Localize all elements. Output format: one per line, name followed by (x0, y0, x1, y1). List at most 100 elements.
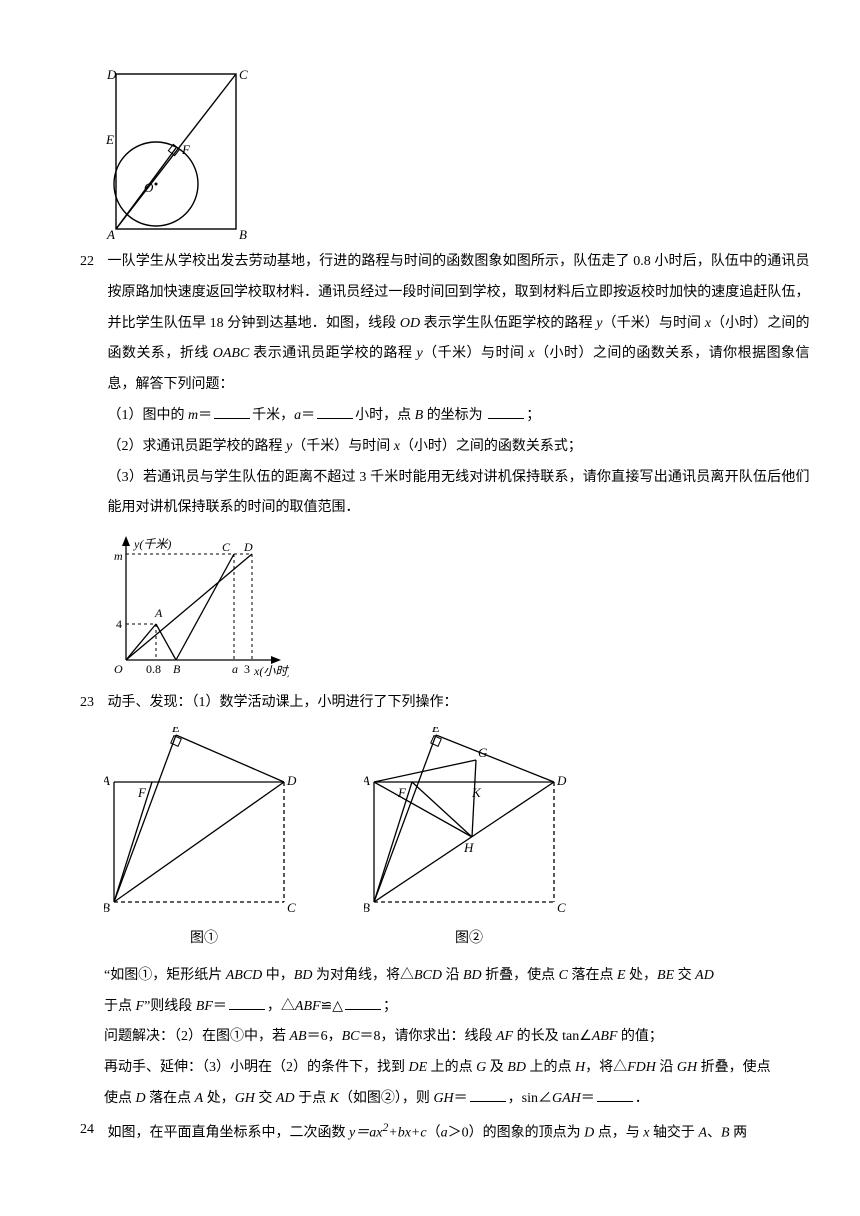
q23-figa-wrap: A B C D E F 图① (104, 727, 304, 955)
q23-GH3: GH (433, 1091, 453, 1106)
q24-cond: （a＞0） (427, 1125, 483, 1140)
q23-BD3: BD (507, 1060, 526, 1075)
q23-t3e: ，将△ (585, 1060, 627, 1075)
q24-t4: 轴交于 (649, 1125, 698, 1140)
q22-p1b: ＝ (198, 408, 212, 423)
q24-t1: 如图，在平面直角坐标系中，二次函数 (108, 1125, 350, 1140)
q23-figa-label: 图① (104, 924, 304, 955)
blank-4 (229, 992, 265, 1010)
fb-F: F (397, 785, 407, 800)
fa-A: A (104, 773, 110, 788)
q23-BD1: BD (294, 968, 313, 983)
q23-AF: AF (496, 1029, 513, 1044)
q22-p1e: 小时，点 (355, 408, 415, 423)
q23-t3g: 折叠，使点 (697, 1060, 771, 1075)
q23-FDH: FDH (627, 1060, 656, 1075)
q23-t1a: “如图①，矩形纸片 (104, 968, 226, 983)
q22-graph-container: y(千米) m 4 O 0.8 B A C D a 3 x(小时) (80, 532, 810, 682)
q23-figb-svg: A B C D E F G H K (364, 727, 574, 922)
q23-t1i: 于点 (104, 999, 136, 1014)
q22-p1d: ＝ (301, 408, 315, 423)
q24-eqn2: +bx+c (388, 1125, 426, 1140)
q23-E: E (617, 968, 626, 983)
q23-F: F (136, 999, 145, 1014)
q23-t3l: （如图②），则 (339, 1091, 434, 1106)
q23-AB: AB (290, 1029, 307, 1044)
q23-t1b: 中， (262, 968, 294, 983)
q23-t1m: ≌△ (321, 999, 344, 1014)
fa-C: C (287, 900, 296, 915)
q23-t1k: ＝ (213, 999, 227, 1014)
q23-figs: A B C D E F 图① A B C D E (104, 727, 810, 955)
q23-t2e: 的值； (617, 1029, 663, 1044)
q22-p2c: （小时）之间的函数关系式； (400, 439, 582, 454)
fb-K: K (471, 785, 482, 800)
fb-A: A (364, 773, 370, 788)
q23-angABF: ABF (592, 1029, 618, 1044)
q23-AD: AD (695, 968, 714, 983)
q24-body: 如图，在平面直角坐标系中，二次函数 y＝ax2+bx+c（a＞0）的图象的顶点为… (108, 1115, 810, 1149)
q24-eqn: y＝ax (349, 1125, 382, 1140)
q23-t3c: 及 (486, 1060, 507, 1075)
q23-ABCD: ABCD (226, 968, 263, 983)
blank-3 (488, 401, 524, 419)
q23-BD2: BD (463, 968, 482, 983)
q23-GH2: GH (235, 1091, 255, 1106)
label-A: A (106, 227, 115, 241)
problem-24: 24 如图，在平面直角坐标系中，二次函数 y＝ax2+bx+c（a＞0）的图象的… (80, 1115, 810, 1149)
label-E: E (105, 132, 114, 147)
fb-C: C (557, 900, 566, 915)
q23-t3b: 上的点 (427, 1060, 476, 1075)
label-F: F (181, 142, 191, 157)
q23-text: “如图①，矩形纸片 ABCD 中，BD 为对角线，将△BCD 沿 BD 折叠，使… (80, 961, 786, 1115)
blank-6 (470, 1084, 506, 1102)
fig1-container: D C E F O A B (80, 66, 810, 241)
graph-4: 4 (116, 617, 122, 631)
q22-t1b: 表示学生队伍距学校的路程 (420, 316, 596, 331)
q23-figa-svg: A B C D E F (104, 727, 304, 922)
q22-p1a: （1）图中的 (108, 408, 189, 423)
q22-p1g: ； (526, 408, 540, 423)
graph-A: A (154, 606, 163, 620)
label-C: C (239, 67, 248, 82)
q23-t3f: 沿 (656, 1060, 677, 1075)
q23-figb-wrap: A B C D E F G H K 图② (364, 727, 574, 955)
q22-m: m (188, 408, 198, 423)
q23-t3g2: 使点 (104, 1091, 136, 1106)
q23-t1f: 落在点 (568, 968, 617, 983)
q22-p1c: 千米， (252, 408, 294, 423)
q23-K: K (330, 1091, 339, 1106)
q23-t2a: 问题解决：（2）在图①中，若 (104, 1029, 290, 1044)
q22-OD: OD (400, 316, 420, 331)
q23-t1c: 为对角线，将△ (312, 968, 414, 983)
q23-t3n: ，sin∠ (508, 1091, 552, 1106)
q23-t1d: 沿 (442, 968, 463, 983)
q23-t3h: 落在点 (146, 1091, 195, 1106)
fa-F: F (137, 785, 147, 800)
fa-B: B (104, 900, 110, 915)
q23-BF: BF (196, 999, 213, 1014)
graph-ylabel: y(千米) (133, 537, 171, 551)
q23-DE: DE (409, 1060, 428, 1075)
fb-G: G (478, 745, 488, 760)
q24-t5: 、 (707, 1125, 721, 1140)
q24-t3: 点，与 (594, 1125, 643, 1140)
q22-p1f: 的坐标为 (423, 408, 486, 423)
q23-t1e: 折叠，使点 (482, 968, 559, 983)
graph-D: D (243, 540, 253, 554)
fb-H: H (463, 840, 474, 855)
q23-t3j: 交 (255, 1091, 276, 1106)
q23-t3o: ＝ (581, 1091, 595, 1106)
q23-GH1: GH (677, 1060, 697, 1075)
label-D: D (106, 67, 117, 82)
q22-t1e: 表示通讯员距学校的路程 (249, 346, 416, 361)
graph-Bx: B (173, 662, 181, 676)
q23-H: H (575, 1060, 585, 1075)
q23-t3d: 上的点 (526, 1060, 575, 1075)
blank-2 (317, 401, 353, 419)
fa-E: E (171, 727, 180, 735)
graph-C: C (222, 540, 231, 554)
blank-7 (597, 1084, 633, 1102)
q23-t2c: ＝8，请你求出：线段 (360, 1029, 497, 1044)
q23-t3k: 于点 (295, 1091, 330, 1106)
